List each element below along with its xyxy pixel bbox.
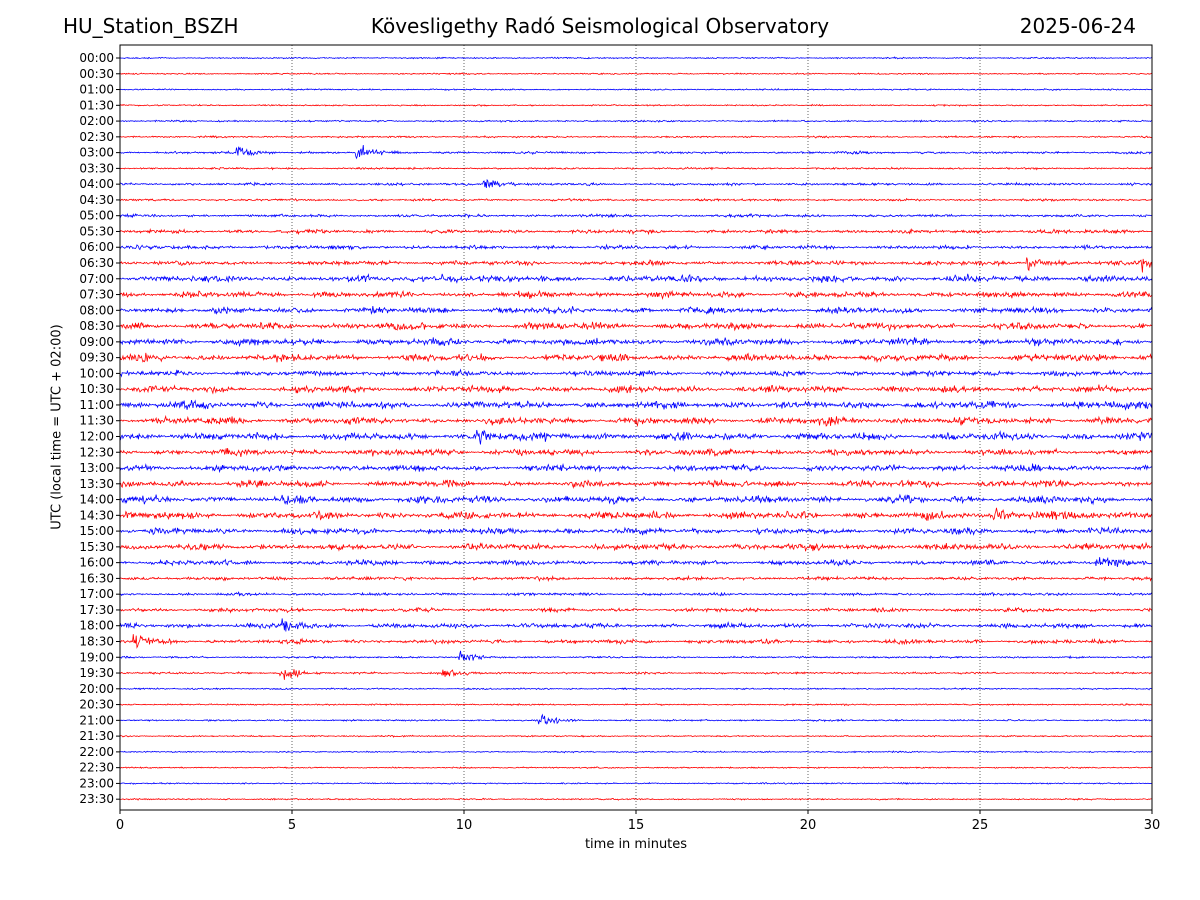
y-tick-label: 17:00 — [79, 587, 114, 601]
x-tick-label: 30 — [1144, 818, 1161, 833]
y-tick-label: 01:00 — [79, 83, 114, 97]
y-tick-label: 23:30 — [79, 792, 114, 806]
y-tick-label: 07:00 — [79, 272, 114, 286]
y-tick-label: 01:30 — [79, 98, 114, 112]
trace-1200 — [119, 429, 1153, 445]
y-tick-label: 22:00 — [79, 745, 114, 759]
y-tick-label: 17:30 — [79, 603, 114, 617]
y-tick-label: 20:30 — [79, 698, 114, 712]
y-tick-label: 13:00 — [79, 461, 114, 475]
y-tick-label: 22:30 — [79, 761, 114, 775]
y-tick-label: 19:30 — [79, 666, 114, 680]
trace-0300 — [119, 144, 1153, 160]
station-name: HU_Station_BSZH — [63, 14, 239, 38]
trace-1900 — [119, 650, 1153, 661]
y-tick-label: 10:30 — [79, 382, 114, 396]
y-tick-label: 09:00 — [79, 335, 114, 349]
y-tick-label: 09:30 — [79, 351, 114, 365]
trace-0400 — [119, 178, 1153, 189]
trace-1600 — [119, 556, 1153, 568]
trace-2100 — [119, 713, 1153, 725]
x-tick-label: 10 — [456, 818, 473, 833]
trace-1630 — [119, 574, 1153, 583]
trace-1730 — [119, 606, 1153, 614]
x-tick-label: 25 — [972, 818, 989, 833]
y-tick-label: 05:30 — [79, 224, 114, 238]
y-tick-label: 05:00 — [79, 209, 114, 223]
trace-0030 — [119, 72, 1153, 76]
y-tick-label: 03:30 — [79, 161, 114, 175]
trace-0600 — [119, 243, 1153, 251]
y-tick-label: 11:30 — [79, 414, 114, 428]
trace-2330 — [119, 797, 1153, 801]
trace-2230 — [119, 766, 1153, 769]
y-tick-label: 18:00 — [79, 619, 114, 633]
x-tick-label: 5 — [288, 818, 296, 833]
trace-1400 — [119, 493, 1153, 506]
y-tick-label: 10:00 — [79, 366, 114, 380]
chart-date: 2025-06-24 — [1019, 14, 1136, 38]
y-tick-label: 13:30 — [79, 477, 114, 491]
trace-1530 — [119, 541, 1153, 552]
x-axis-label: time in minutes — [584, 837, 688, 852]
trace-0700 — [119, 273, 1153, 284]
y-tick-label: 12:00 — [79, 429, 114, 443]
x-tick-label: 0 — [116, 818, 124, 833]
y-tick-label: 15:30 — [79, 540, 114, 554]
trace-2030 — [119, 702, 1153, 707]
y-tick-label: 04:30 — [79, 193, 114, 207]
trace-0900 — [119, 337, 1153, 348]
y-axis-label: UTC (local time = UTC + 02:00) — [49, 324, 65, 530]
x-tick-label: 15 — [628, 818, 645, 833]
y-tick-label: 11:00 — [79, 398, 114, 412]
trace-1230 — [119, 447, 1153, 458]
y-tick-label: 00:30 — [79, 67, 114, 81]
trace-0130 — [119, 103, 1153, 107]
y-tick-label: 03:00 — [79, 146, 114, 160]
y-tick-label: 16:30 — [79, 571, 114, 585]
y-tick-label: 21:00 — [79, 713, 114, 727]
y-tick-label: 08:30 — [79, 319, 114, 333]
y-tick-label: 08:00 — [79, 303, 114, 317]
y-tick-label: 06:30 — [79, 256, 114, 270]
y-tick-label: 12:30 — [79, 445, 114, 459]
y-tick-label: 02:30 — [79, 130, 114, 144]
y-tick-label: 21:30 — [79, 729, 114, 743]
trace-2000 — [119, 687, 1153, 691]
trace-2200 — [119, 750, 1153, 754]
trace-0230 — [119, 134, 1153, 139]
y-tick-label: 14:30 — [79, 508, 114, 522]
y-tick-label: 02:00 — [79, 114, 114, 128]
y-tick-label: 07:30 — [79, 288, 114, 302]
trace-1000 — [119, 368, 1153, 378]
x-tick-label: 20 — [800, 818, 817, 833]
y-tick-label: 16:00 — [79, 556, 114, 570]
chart-title: Kövesligethy Radó Seismological Observat… — [370, 14, 830, 38]
trace-0100 — [119, 87, 1153, 92]
y-tick-label: 23:00 — [79, 776, 114, 790]
trace-1800 — [119, 618, 1153, 632]
y-tick-label: 20:00 — [79, 682, 114, 696]
y-tick-label: 14:00 — [79, 493, 114, 507]
trace-1030 — [119, 384, 1153, 395]
trace-0430 — [119, 197, 1153, 203]
y-tick-label: 04:00 — [79, 177, 114, 191]
y-tick-label: 19:00 — [79, 650, 114, 664]
trace-2130 — [119, 734, 1153, 738]
y-tick-label: 15:00 — [79, 524, 114, 538]
y-tick-label: 18:30 — [79, 634, 114, 648]
trace-0830 — [119, 321, 1153, 332]
y-tick-label: 06:00 — [79, 240, 114, 254]
trace-1430 — [119, 507, 1153, 522]
y-tick-label: 00:00 — [79, 51, 114, 65]
trace-1300 — [119, 463, 1153, 474]
